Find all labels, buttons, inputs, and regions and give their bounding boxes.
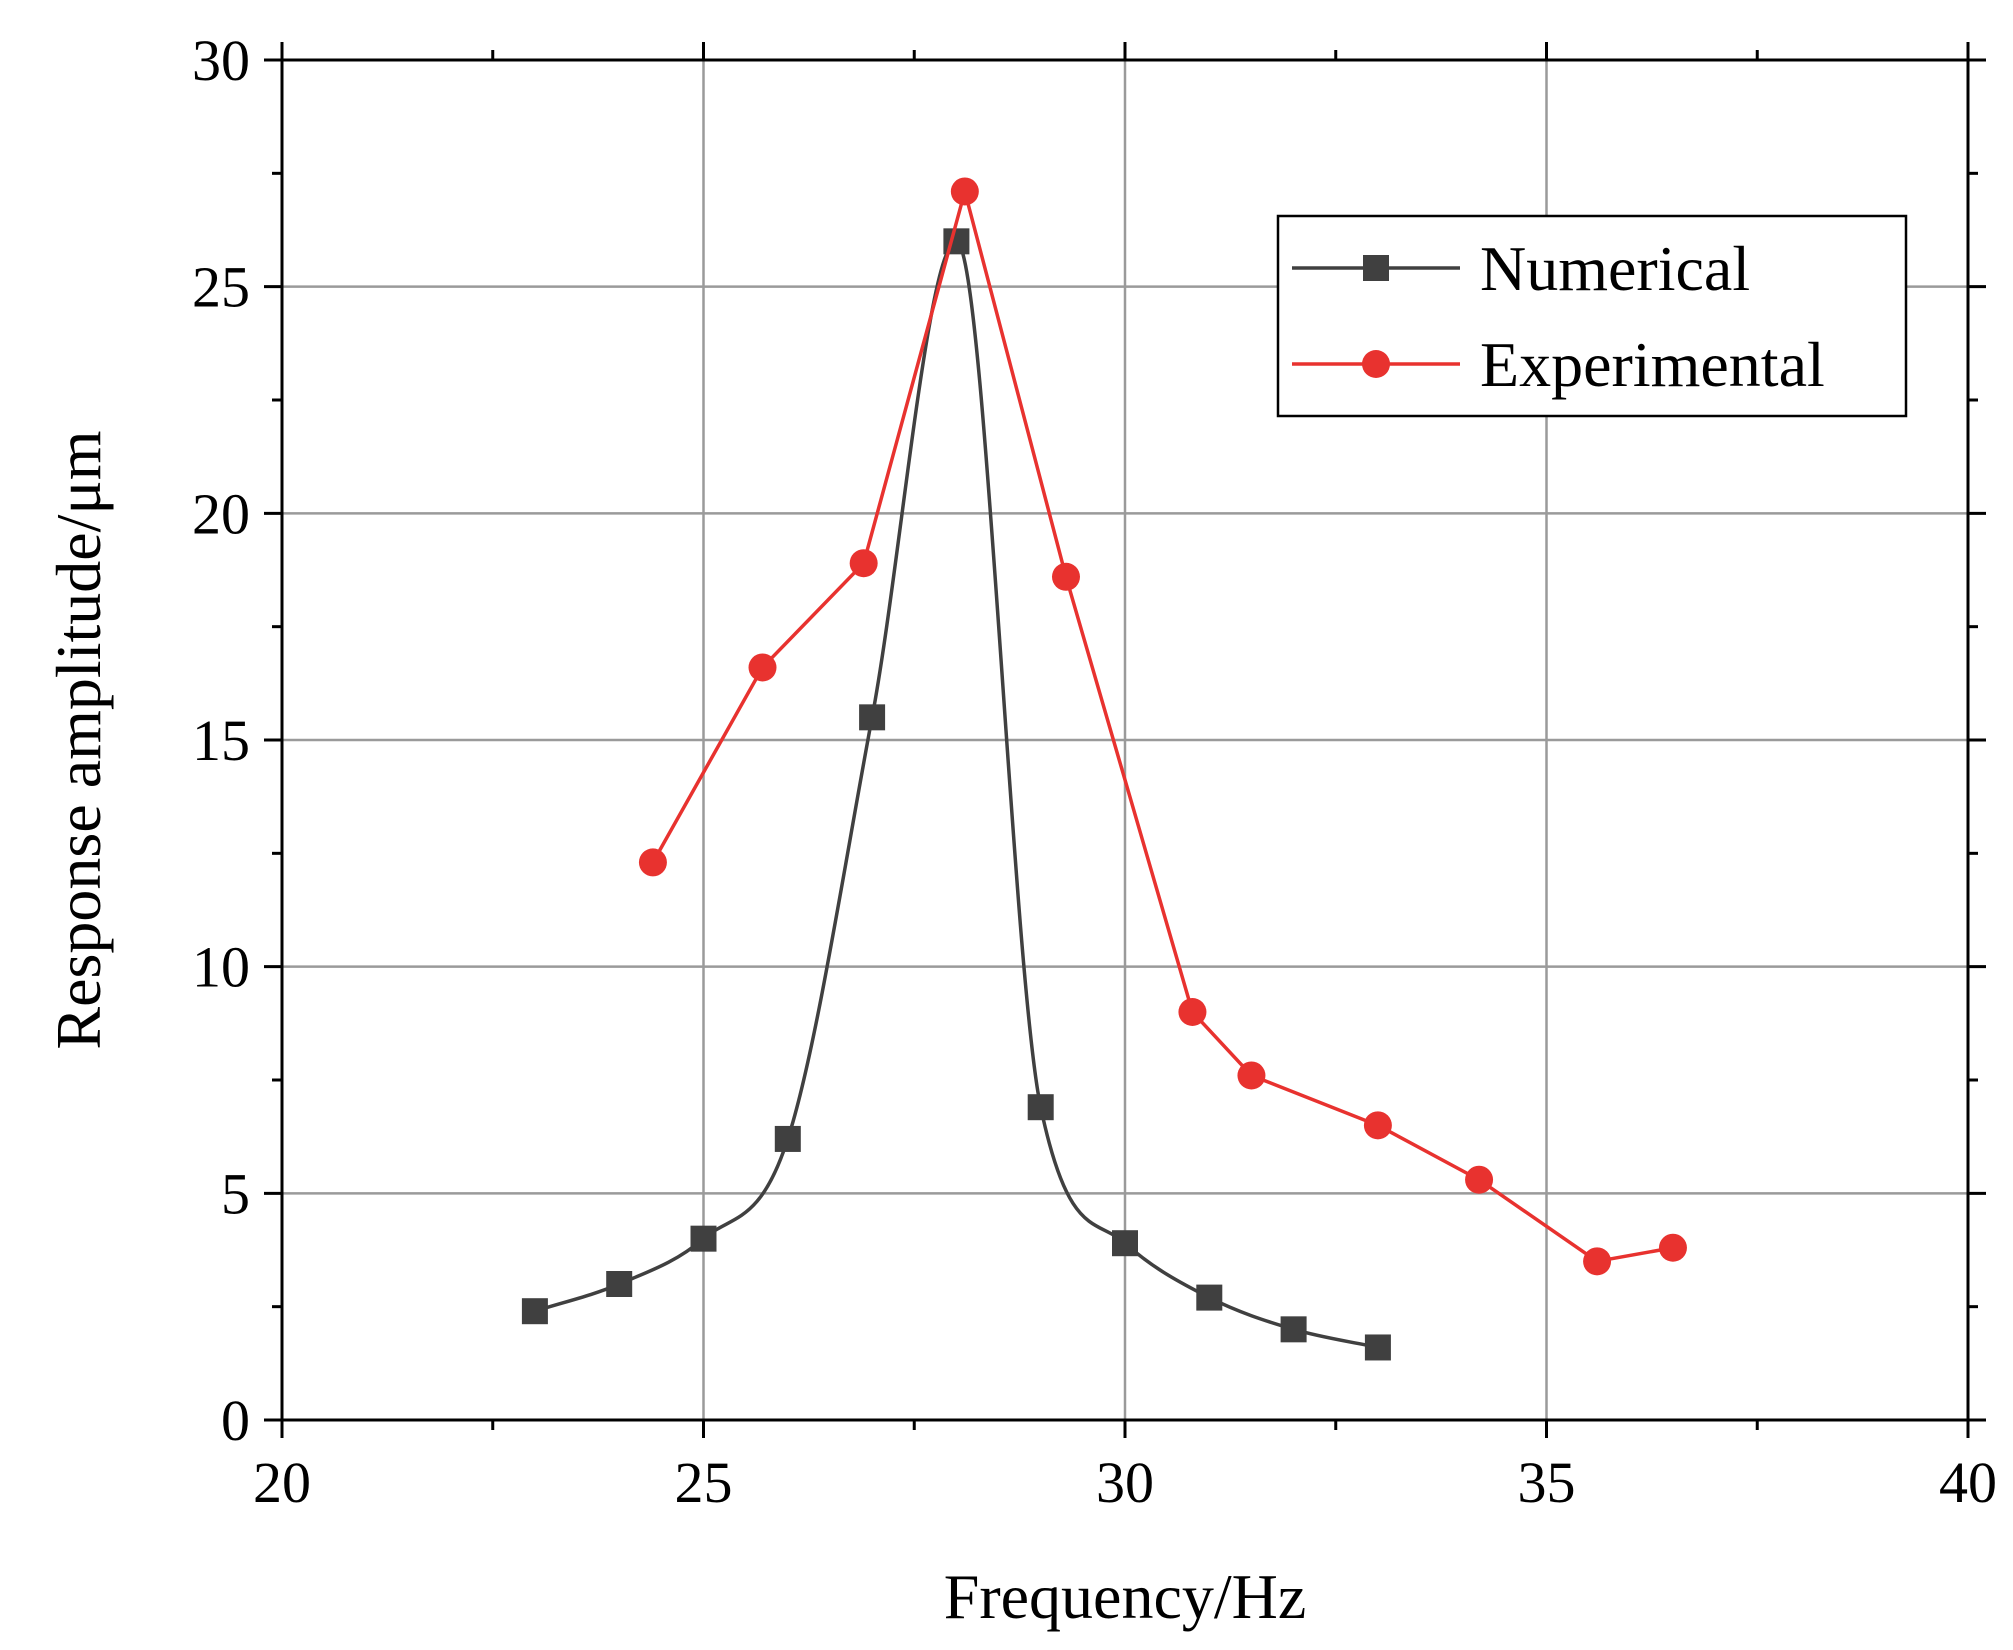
data-point-experimental <box>950 177 979 206</box>
data-point-experimental <box>638 848 667 877</box>
data-point-numerical <box>690 1225 717 1252</box>
tick-labels: 20 25 30 35 40 0 5 10 15 20 25 30 <box>192 28 1997 1515</box>
legend: Numerical Experimental <box>1276 214 1908 418</box>
data-point-numerical <box>1196 1284 1223 1311</box>
data-point-experimental <box>1178 998 1207 1026</box>
data-point-numerical <box>1112 1230 1138 1257</box>
y-tick-label: 0 <box>221 1388 250 1453</box>
series <box>521 177 1687 1361</box>
y-tick-label: 25 <box>192 255 250 320</box>
x-tick-label: 40 <box>1939 1450 1997 1515</box>
x-tick-label: 20 <box>253 1450 311 1515</box>
x-axis-title: Frequency/Hz <box>944 1561 1307 1632</box>
data-point-experimental <box>1363 1111 1392 1140</box>
data-point-experimental <box>1658 1233 1687 1262</box>
data-point-numerical <box>859 704 886 731</box>
data-point-numerical <box>1364 1334 1391 1361</box>
data-point-experimental <box>849 549 878 578</box>
legend-label-experimental: Experimental <box>1480 329 1825 400</box>
data-point-numerical <box>1280 1316 1307 1343</box>
x-tick-label: 25 <box>675 1450 733 1515</box>
legend-marker-experimental <box>1362 350 1390 378</box>
x-tick-label: 35 <box>1518 1450 1576 1515</box>
data-point-numerical <box>521 1298 548 1325</box>
y-axis-title: Response amplitude/μm <box>43 430 114 1049</box>
x-tick-label: 30 <box>1096 1450 1154 1515</box>
data-point-experimental <box>748 653 777 682</box>
data-point-numerical <box>774 1125 801 1152</box>
legend-marker-numerical <box>1363 255 1389 281</box>
data-point-experimental <box>1051 562 1080 591</box>
y-tick-label: 20 <box>192 481 250 546</box>
data-point-experimental <box>1237 1061 1266 1090</box>
data-point-experimental <box>1583 1247 1612 1276</box>
ticks <box>264 42 1986 1438</box>
y-tick-label: 10 <box>192 935 250 1000</box>
plot-frame <box>280 58 1970 1422</box>
y-tick-label: 15 <box>192 708 250 773</box>
y-tick-label: 30 <box>192 28 250 93</box>
legend-label-numerical: Numerical <box>1480 233 1750 304</box>
legend-box <box>1276 214 1908 418</box>
y-tick-label: 5 <box>221 1161 250 1226</box>
data-point-numerical <box>1027 1094 1054 1121</box>
data-point-numerical <box>606 1271 633 1297</box>
data-point-experimental <box>1465 1165 1494 1194</box>
